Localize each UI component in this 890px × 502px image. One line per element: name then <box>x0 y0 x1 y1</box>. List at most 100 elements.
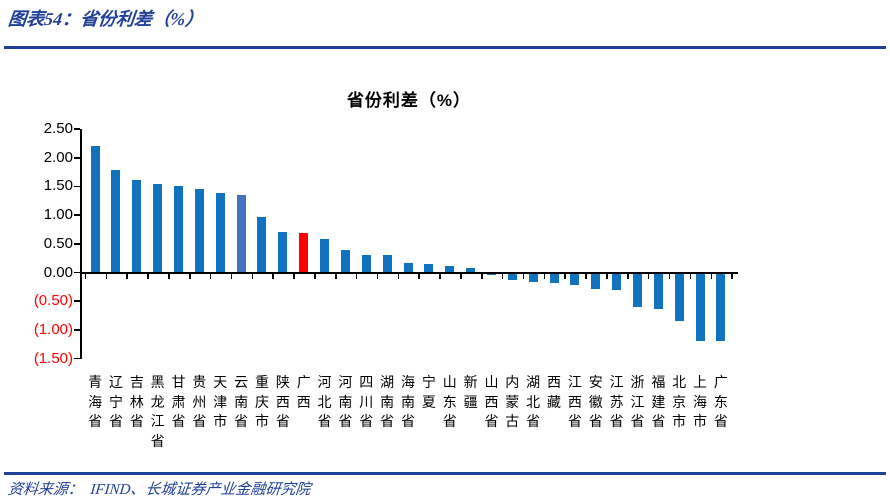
y-axis-line <box>80 129 82 359</box>
y-axis-label: 0.00 <box>43 263 73 281</box>
y-axis-tick <box>74 357 80 360</box>
x-axis-label: 吉林省 <box>129 374 144 429</box>
bar-云南省 <box>236 194 246 273</box>
bar-山东省 <box>445 266 455 273</box>
figure-source: 资料来源： IFIND、长城证券产业金融研究院 <box>7 482 312 498</box>
x-axis-label: 天津市 <box>213 374 228 429</box>
x-axis-label: 浙江省 <box>630 374 645 429</box>
y-axis-tick <box>74 300 80 302</box>
y-axis-label: (0.50) <box>33 292 73 310</box>
bar-辽宁省 <box>111 170 121 273</box>
y-axis-label: (1.00) <box>33 320 73 338</box>
bar-甘肃省 <box>174 186 184 273</box>
bar-重庆市 <box>257 216 267 273</box>
bar-湖南省 <box>382 255 392 273</box>
x-axis-label: 宁夏 <box>421 374 436 410</box>
bar-新疆 <box>466 268 476 273</box>
x-axis-label: 北京市 <box>672 374 687 429</box>
chart-title: 省份利差（%） <box>346 91 472 110</box>
bottom-divider <box>4 472 886 475</box>
x-axis-line <box>80 271 738 274</box>
x-axis-tick <box>397 273 400 279</box>
x-axis-tick <box>647 273 650 279</box>
x-axis-label: 黑龙江省 <box>150 374 165 449</box>
x-axis-tick <box>668 273 671 279</box>
bar-广东省 <box>716 273 726 342</box>
bar-广西 <box>299 232 309 273</box>
x-axis-label: 内蒙古 <box>505 374 520 429</box>
x-axis-tick <box>168 273 170 279</box>
x-axis-label: 云南省 <box>234 374 249 429</box>
y-axis-tick <box>74 185 80 188</box>
x-axis-tick <box>272 273 274 279</box>
bar-天津市 <box>215 193 225 273</box>
bar-上海市 <box>695 273 705 341</box>
x-axis-tick <box>230 273 233 279</box>
x-axis-label: 江苏省 <box>609 374 624 429</box>
bar-四川省 <box>361 254 371 273</box>
x-axis-tick <box>251 273 254 279</box>
x-axis-label: 山西省 <box>484 374 499 429</box>
y-axis-tick <box>74 243 80 245</box>
y-axis-label: 1.50 <box>43 177 73 195</box>
x-axis-tick <box>147 273 149 279</box>
x-axis-tick <box>543 273 546 279</box>
bar-湖北省 <box>528 273 538 282</box>
x-axis-tick <box>84 273 87 279</box>
x-axis-tick <box>376 273 379 279</box>
x-axis-label: 辽宁省 <box>108 374 123 429</box>
x-axis-tick <box>293 273 295 279</box>
x-axis-label: 安徽省 <box>588 374 603 429</box>
y-axis-label: 1.00 <box>43 206 73 224</box>
bar-宁夏 <box>424 264 434 273</box>
bar-江苏省 <box>612 273 622 291</box>
bar-山西省 <box>486 273 496 274</box>
x-axis-label: 福建省 <box>651 374 666 429</box>
x-axis-label: 湖南省 <box>380 374 395 429</box>
x-axis-label: 甘肃省 <box>171 374 186 429</box>
bar-河南省 <box>340 249 350 273</box>
x-axis-label: 青海省 <box>88 374 103 429</box>
y-axis-tick <box>74 329 80 331</box>
x-axis-tick <box>606 273 608 279</box>
bar-吉林省 <box>132 179 142 273</box>
x-axis-label: 四川省 <box>359 374 374 429</box>
x-axis-label: 江西省 <box>567 374 582 429</box>
x-axis-tick <box>189 273 191 279</box>
bar-海南省 <box>403 262 413 273</box>
x-axis-label: 西藏 <box>547 374 562 410</box>
x-axis-tick <box>335 273 337 279</box>
bar-福建省 <box>653 273 663 310</box>
x-axis-label: 重庆市 <box>254 374 269 429</box>
x-axis-tick <box>481 273 483 279</box>
x-axis-tick <box>460 273 462 279</box>
x-axis-label: 河南省 <box>338 374 353 429</box>
y-axis-label: 2.00 <box>43 148 73 166</box>
y-axis-label: (1.50) <box>33 349 73 367</box>
bar-内蒙古 <box>507 273 517 280</box>
y-axis-tick <box>74 157 80 159</box>
x-axis-tick <box>585 273 587 279</box>
x-axis-tick <box>627 273 629 279</box>
y-axis-tick <box>74 214 80 216</box>
bar-浙江省 <box>632 273 642 307</box>
y-axis-label: 0.50 <box>43 234 73 252</box>
bar-青海省 <box>90 146 100 273</box>
x-axis-tick <box>314 273 316 279</box>
y-axis-label: 2.50 <box>43 120 73 138</box>
x-axis-tick <box>126 273 128 279</box>
x-axis-label: 湖北省 <box>526 374 541 429</box>
x-axis-label: 贵州省 <box>192 374 207 429</box>
x-axis-label: 陕西省 <box>275 374 290 429</box>
x-axis-tick <box>689 273 692 279</box>
y-axis-tick <box>74 271 80 274</box>
x-axis-label: 河北省 <box>317 374 332 429</box>
x-axis-tick <box>522 273 525 279</box>
x-axis-tick <box>564 273 566 279</box>
x-axis-label: 海南省 <box>401 374 415 429</box>
x-axis-label: 新疆 <box>463 374 478 410</box>
bar-北京市 <box>674 273 684 321</box>
bar-陕西省 <box>278 231 288 273</box>
